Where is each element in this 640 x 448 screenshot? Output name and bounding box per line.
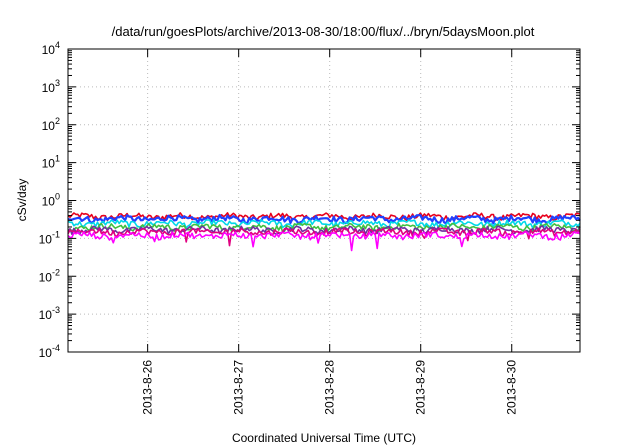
y-tick-exponent: 2 <box>55 116 60 126</box>
y-tick-label: 104 <box>42 40 60 57</box>
series-line <box>67 231 581 252</box>
y-axis-label: cSv/day <box>15 179 29 222</box>
y-tick-label: 10-3 <box>39 305 60 322</box>
chart-title: /data/run/goesPlots/archive/2013-08-30/1… <box>112 24 535 39</box>
y-tick-mantissa: 10 <box>42 81 56 95</box>
y-tick-mantissa: 10 <box>39 308 53 322</box>
series-line <box>67 222 581 233</box>
series-line <box>67 218 581 229</box>
y-tick-label: 10-1 <box>39 229 60 246</box>
y-tick-label: 101 <box>42 154 60 171</box>
y-tick-exponent: -3 <box>52 305 60 315</box>
y-tick-mantissa: 10 <box>42 119 56 133</box>
y-tick-mantissa: 10 <box>42 195 56 209</box>
y-tick-label: 103 <box>42 78 60 95</box>
x-axis: 2013-8-26 2013-8-27 2013-8-28 2013-8-29 2013… <box>141 49 519 415</box>
y-tick-label: 10-2 <box>39 267 60 284</box>
series-line <box>67 213 581 225</box>
x-tick-label: 2013-8-30 <box>505 360 519 415</box>
y-tick-label: 102 <box>42 116 60 133</box>
y-tick-exponent: 4 <box>55 40 60 50</box>
y-tick-mantissa: 10 <box>39 270 53 284</box>
grid <box>68 48 580 353</box>
y-tick-exponent: 1 <box>55 154 60 164</box>
x-tick-label: 2013-8-27 <box>232 360 246 415</box>
x-tick-label: 2013-8-28 <box>323 360 337 415</box>
x-tick-label: 2013-8-29 <box>414 360 428 415</box>
y-tick-mantissa: 10 <box>39 346 53 360</box>
x-tick-label: 2013-8-26 <box>141 360 155 415</box>
x-axis-label: Coordinated Universal Time (UTC) <box>232 431 416 445</box>
y-tick-label: 10-4 <box>39 343 60 360</box>
y-tick-exponent: -4 <box>52 343 60 353</box>
y-tick-exponent: -1 <box>52 229 60 239</box>
series-layer <box>67 212 581 252</box>
y-tick-exponent: 3 <box>55 78 60 88</box>
y-tick-exponent: -2 <box>52 267 60 277</box>
y-tick-mantissa: 10 <box>42 43 56 57</box>
y-tick-exponent: 0 <box>55 192 60 202</box>
y-tick-mantissa: 10 <box>39 232 53 246</box>
y-tick-label: 100 <box>42 192 60 209</box>
y-tick-mantissa: 10 <box>42 157 56 171</box>
